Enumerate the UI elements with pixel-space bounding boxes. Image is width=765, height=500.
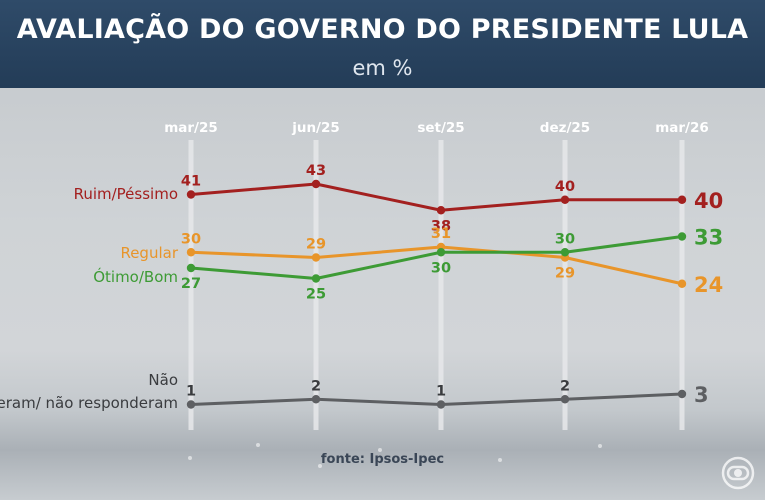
data-point-nao-souberam-nao-responderam (436, 400, 446, 409)
data-point-ruim-pessimo (186, 190, 196, 199)
x-tick-label: set/25 (417, 120, 464, 136)
floor-glint (498, 458, 502, 462)
legend-label-nao-souberam-nao-responderam: Não (148, 371, 178, 389)
data-label-otimo-bom: 25 (306, 287, 326, 303)
data-point-ruim-pessimo (436, 206, 446, 215)
x-tick-label: dez/25 (540, 120, 590, 136)
source-note: fonte: Ipsos-Ipec (320, 452, 445, 467)
data-label-nao-souberam-nao-responderam: 1 (436, 384, 446, 400)
x-tick-label: mar/25 (164, 120, 218, 136)
data-label-otimo-bom: 30 (431, 260, 451, 276)
data-label-ruim-pessimo: 40 (555, 179, 575, 195)
data-point-regular (311, 253, 321, 262)
data-point-nao-souberam-nao-responderam (186, 400, 196, 409)
data-point-nao-souberam-nao-responderam (560, 395, 570, 404)
data-point-regular (677, 279, 687, 288)
data-label-regular: 24 (694, 273, 723, 297)
data-point-otimo-bom (436, 248, 446, 257)
header-banner: AVALIAÇÃO DO GOVERNO DO PRESIDENTE LULA … (0, 0, 765, 88)
x-tick-label: mar/26 (655, 120, 709, 136)
data-point-otimo-bom (186, 263, 196, 273)
legend-label-otimo-bom: Ótimo/Bom (93, 267, 178, 286)
data-label-otimo-bom: 27 (181, 276, 201, 292)
data-label-ruim-pessimo: 40 (694, 189, 723, 213)
data-label-regular: 29 (555, 266, 575, 282)
data-point-otimo-bom (560, 248, 570, 257)
data-label-nao-souberam-nao-responderam: 1 (186, 384, 196, 400)
data-label-nao-souberam-nao-responderam: 2 (311, 378, 321, 394)
data-label-nao-souberam-nao-responderam: 3 (694, 383, 709, 407)
legend-label-regular: Regular (120, 244, 178, 262)
data-point-otimo-bom (311, 274, 321, 283)
data-point-regular (186, 248, 196, 257)
data-label-nao-souberam-nao-responderam: 2 (560, 378, 570, 394)
data-point-ruim-pessimo (311, 179, 321, 189)
chart-title: AVALIAÇÃO DO GOVERNO DO PRESIDENTE LULA (16, 14, 749, 45)
floor-glint (256, 443, 260, 447)
data-point-nao-souberam-nao-responderam (311, 395, 321, 404)
data-label-otimo-bom: 30 (555, 231, 575, 247)
legend-label-ruim-pessimo: Ruim/Péssimo (74, 185, 178, 203)
data-label-regular: 30 (181, 231, 201, 247)
globo-logo-icon (721, 456, 755, 490)
data-label-regular: 31 (431, 226, 451, 242)
data-label-ruim-pessimo: 41 (181, 174, 201, 190)
floor-glint (598, 444, 602, 448)
data-point-otimo-bom (677, 232, 687, 241)
data-point-nao-souberam-nao-responderam (677, 389, 687, 399)
floor-glint (188, 456, 192, 460)
floor-glint (318, 464, 322, 468)
data-label-ruim-pessimo: 38 (431, 218, 451, 234)
data-label-otimo-bom: 33 (694, 226, 723, 250)
data-point-ruim-pessimo (560, 195, 570, 204)
chart-subtitle: em % (352, 56, 413, 80)
legend-label-nao-souberam-nao-responderam-line2: souberam/ não responderam (0, 394, 178, 412)
floor-glint (378, 448, 382, 452)
data-label-regular: 29 (306, 237, 326, 253)
series-line-ruim-pessimo (190, 182, 682, 212)
x-tick-label: jun/25 (291, 120, 340, 136)
data-label-ruim-pessimo: 43 (306, 163, 326, 179)
data-point-ruim-pessimo (677, 195, 687, 204)
